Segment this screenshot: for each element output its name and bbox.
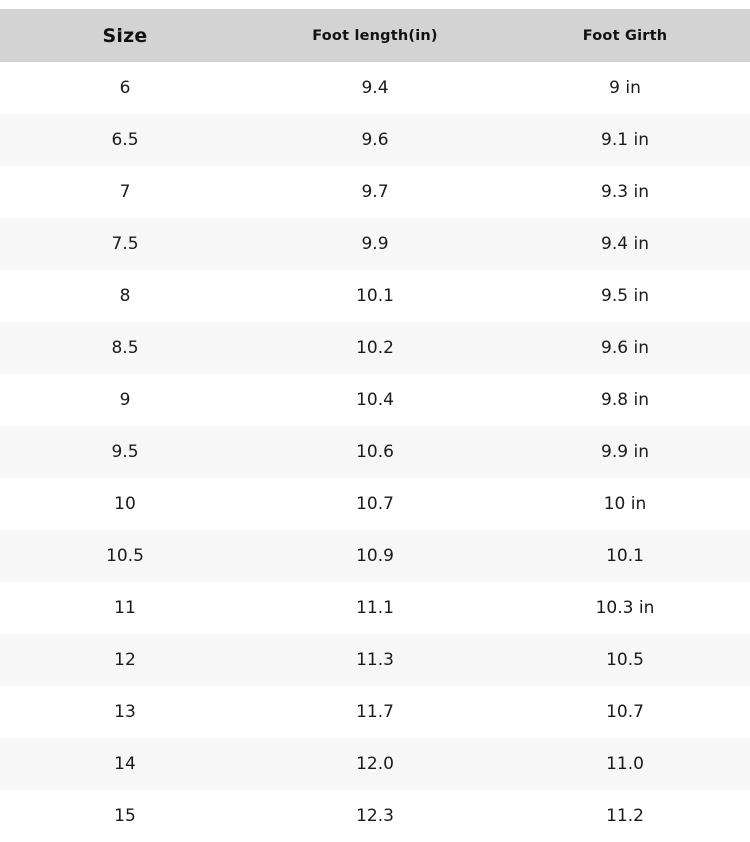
table-row: 6 9.4 9 in <box>0 62 750 114</box>
table-row: 9 10.4 9.8 in <box>0 374 750 426</box>
foot-girth-cell: 9.4 in <box>601 234 649 254</box>
table-row: 10 10.7 10 in <box>0 478 750 530</box>
table-body: 6 9.4 9 in 6.5 9.6 9.1 in 7 9.7 9.3 in 7… <box>0 62 750 842</box>
foot-length-cell: 9.4 <box>361 78 389 98</box>
foot-girth-cell: 10.1 <box>606 546 644 566</box>
foot-length-cell: 10.2 <box>356 338 394 358</box>
foot-length-cell: 10.1 <box>356 286 394 306</box>
foot-girth-cell: 10.5 <box>606 650 644 670</box>
foot-length-cell: 9.7 <box>361 182 389 202</box>
foot-girth-cell: 10.7 <box>606 702 644 722</box>
foot-length-cell: 11.3 <box>356 650 394 670</box>
foot-length-cell: 10.9 <box>356 546 394 566</box>
foot-girth-cell: 9.8 in <box>601 390 649 410</box>
foot-length-cell: 10.7 <box>356 494 394 514</box>
table-row: 7 9.7 9.3 in <box>0 166 750 218</box>
foot-length-cell: 11.1 <box>356 598 394 618</box>
foot-length-cell: 11.7 <box>356 702 394 722</box>
foot-girth-cell: 10.3 in <box>595 598 655 618</box>
foot-length-cell: 12.3 <box>356 806 394 826</box>
table-row: 11 11.1 10.3 in <box>0 582 750 634</box>
table-row: 14 12.0 11.0 <box>0 738 750 790</box>
size-cell: 14 <box>114 754 136 774</box>
foot-length-cell: 10.4 <box>356 390 394 410</box>
table-row: 15 12.3 11.2 <box>0 790 750 842</box>
table-row: 10.5 10.9 10.1 <box>0 530 750 582</box>
foot-length-cell: 9.6 <box>361 130 389 150</box>
size-cell: 10 <box>114 494 136 514</box>
table-row: 6.5 9.6 9.1 in <box>0 114 750 166</box>
size-cell: 9 <box>119 390 131 410</box>
size-cell: 11 <box>114 598 136 618</box>
column-header-foot-girth: Foot Girth <box>582 27 668 44</box>
table-header-row: Size Foot length(in) Foot Girth <box>0 9 750 62</box>
size-cell: 9.5 <box>111 442 139 462</box>
table-row: 8.5 10.2 9.6 in <box>0 322 750 374</box>
table-row: 8 10.1 9.5 in <box>0 270 750 322</box>
size-cell: 13 <box>114 702 136 722</box>
table-row: 7.5 9.9 9.4 in <box>0 218 750 270</box>
size-cell: 6.5 <box>111 130 139 150</box>
size-cell: 15 <box>114 806 136 826</box>
foot-girth-cell: 9.3 in <box>601 182 649 202</box>
foot-girth-cell: 9.9 in <box>601 442 649 462</box>
foot-girth-cell: 11.2 <box>606 806 644 826</box>
foot-girth-cell: 9.1 in <box>601 130 649 150</box>
column-header-foot-length: Foot length(in) <box>312 27 438 44</box>
foot-girth-cell: 11.0 <box>606 754 644 774</box>
foot-length-cell: 12.0 <box>356 754 394 774</box>
foot-length-cell: 10.6 <box>356 442 394 462</box>
table-row: 9.5 10.6 9.9 in <box>0 426 750 478</box>
size-cell: 8 <box>119 286 131 306</box>
size-cell: 7 <box>119 182 131 202</box>
column-header-size: Size <box>102 24 148 47</box>
foot-girth-cell: 9 in <box>609 78 641 98</box>
foot-girth-cell: 9.5 in <box>601 286 649 306</box>
foot-length-cell: 9.9 <box>361 234 389 254</box>
size-cell: 10.5 <box>106 546 144 566</box>
size-cell: 7.5 <box>111 234 139 254</box>
size-cell: 8.5 <box>111 338 139 358</box>
size-cell: 6 <box>119 78 131 98</box>
table-row: 12 11.3 10.5 <box>0 634 750 686</box>
table-row: 13 11.7 10.7 <box>0 686 750 738</box>
foot-girth-cell: 10 in <box>603 494 647 514</box>
foot-girth-cell: 9.6 in <box>601 338 649 358</box>
size-chart-table: Size Foot length(in) Foot Girth 6 9.4 9 … <box>0 9 750 842</box>
size-cell: 12 <box>114 650 136 670</box>
